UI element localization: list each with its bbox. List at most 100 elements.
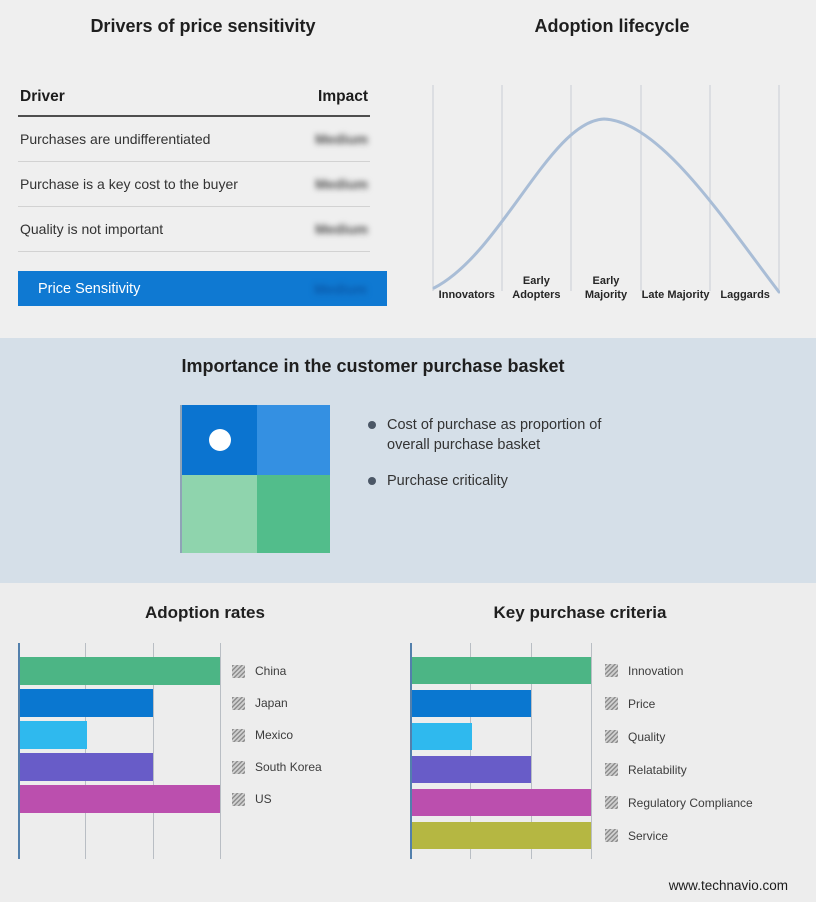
bullet-item: Cost of purchase as proportion of overal…: [368, 416, 658, 455]
price-sensitivity-impact: Medium: [314, 280, 367, 297]
drivers-table-body: Purchases are undifferentiated Medium Purc…: [18, 117, 370, 252]
driver-label: Purchase is a key cost to the buyer: [20, 176, 238, 192]
legend-swatch-icon: [232, 760, 245, 774]
impact-value: Medium: [315, 221, 368, 237]
lifecycle-panel-title: Adoption lifecycle: [534, 16, 690, 36]
lifecycle-stages: Innovators Early Adopters Early Majority La…: [432, 274, 780, 303]
stage-label: Late Majority: [641, 289, 710, 302]
gridline: [220, 643, 221, 859]
legend-item: South Korea: [232, 753, 322, 781]
drivers-panel-title: Drivers of price sensitivity: [90, 16, 316, 36]
bullet-icon: [368, 477, 376, 486]
top-section: Drivers of price sensitivity Driver Impa…: [0, 0, 816, 338]
stage-label: Innovators: [438, 289, 495, 302]
criteria-y-axis: [410, 643, 412, 859]
legend-label: Price: [628, 696, 656, 711]
bar-price: [412, 690, 532, 717]
price-sensitivity-row: Price Sensitivity Medium: [18, 271, 387, 306]
bar-china: [20, 657, 220, 685]
bar-regulatory-compliance: [412, 789, 591, 816]
legend-swatch-icon: [232, 696, 245, 710]
legend-swatch-icon: [232, 792, 245, 806]
adoption-chart-title: Adoption rates: [145, 603, 265, 622]
quadrant-top-left: [182, 405, 257, 475]
legend-label: China: [255, 664, 287, 678]
legend-label: US: [255, 792, 272, 806]
stage-label: Early Majority: [584, 275, 628, 302]
legend-item: Service: [605, 822, 753, 849]
legend-item: China: [232, 657, 322, 685]
website-link: www.technavio.com: [668, 878, 788, 893]
legend-item: Price: [605, 690, 753, 717]
bar-innovation: [412, 657, 591, 684]
legend-label: Regulatory Compliance: [628, 795, 753, 810]
legend-item: Quality: [605, 723, 753, 750]
legend-label: Service: [628, 828, 669, 843]
bullet-icon: [368, 421, 376, 429]
adoption-plot: [18, 643, 221, 859]
bullet-text: Purchase criticality: [387, 473, 508, 490]
criteria-chart-title: Key purchase criteria: [493, 603, 667, 622]
legend-swatch-icon: [605, 664, 618, 677]
quadrant-bottom-left: [182, 475, 257, 553]
bullet-text: Cost of purchase as proportion of overal…: [387, 417, 602, 453]
driver-row: Purchases are undifferentiated Medium: [18, 117, 370, 162]
legend-label: Innovation: [628, 663, 684, 678]
drivers-table: Driver Impact Purchases are undifferenti…: [18, 88, 370, 252]
criteria-plot: [410, 643, 592, 859]
bar-south-korea: [20, 753, 154, 781]
quadrant-graphic: [182, 405, 330, 553]
legend-item: Japan: [232, 689, 322, 717]
criteria-legend: Innovation Price Quality Relatability Regula…: [605, 657, 753, 849]
impact-value: Medium: [315, 176, 368, 192]
legend-label: Relatability: [628, 762, 687, 777]
driver-row: Purchase is a key cost to the buyer Mediu…: [18, 162, 370, 207]
impact-value: Medium: [315, 131, 368, 147]
bottom-charts-section: Adoption rates Key purchase criteria Chi…: [0, 583, 816, 902]
legend-label: Japan: [255, 696, 288, 710]
lifecycle-curve-path: [432, 117, 781, 294]
lifecycle-curve-svg: [432, 85, 781, 294]
legend-item: Relatability: [605, 756, 753, 783]
bar-quality: [412, 723, 472, 750]
criteria-bars: [412, 657, 591, 849]
basket-bullets: Cost of purchase as proportion of overal…: [368, 416, 658, 492]
legend-label: Mexico: [255, 728, 294, 742]
bar-us: [20, 785, 220, 813]
legend-swatch-icon: [605, 796, 618, 809]
driver-row: Quality is not important Medium: [18, 207, 370, 252]
stage-label: Early Adopters: [512, 275, 561, 302]
bullet-item: Purchase criticality: [368, 472, 658, 492]
purchase-basket-section: Importance in the customer purchase bask…: [0, 338, 816, 583]
driver-label: Quality is not important: [20, 221, 164, 237]
gridline: [85, 643, 87, 859]
legend-swatch-icon: [605, 697, 618, 710]
legend-item: US: [232, 785, 322, 813]
quadrant-bottom-right: [257, 475, 330, 553]
driver-column-header: Driver: [20, 88, 65, 105]
bar-mexico: [20, 721, 87, 749]
legend-swatch-icon: [232, 664, 245, 678]
bar-japan: [20, 689, 154, 717]
legend-label: Quality: [628, 729, 666, 744]
legend-item: Mexico: [232, 721, 322, 749]
quadrant-top-right: [257, 405, 330, 475]
legend-item: Innovation: [605, 657, 753, 684]
driver-label: Purchases are undifferentiated: [20, 131, 211, 147]
drivers-table-header: Driver Impact: [18, 88, 370, 117]
adoption-legend: China Japan Mexico South Korea US: [232, 657, 322, 813]
bar-service: [412, 822, 591, 849]
legend-swatch-icon: [605, 763, 618, 776]
gridline: [470, 643, 472, 859]
gridline: [530, 643, 532, 859]
legend-swatch-icon: [232, 728, 245, 742]
price-sensitivity-label: Price Sensitivity: [38, 280, 141, 297]
basket-title: Importance in the customer purchase bask…: [181, 356, 565, 376]
gridline: [591, 643, 592, 859]
legend-swatch-icon: [605, 829, 618, 842]
bar-relatability: [412, 756, 532, 783]
dot-icon: [209, 429, 231, 451]
lifecycle-gridlines: [432, 85, 780, 291]
gridline: [152, 643, 154, 859]
